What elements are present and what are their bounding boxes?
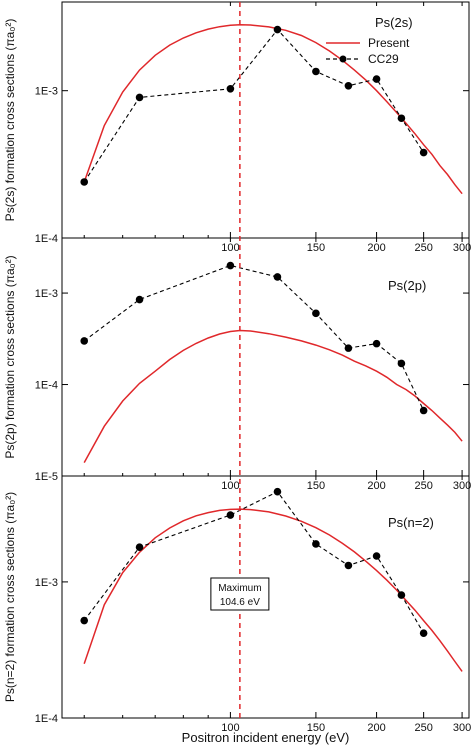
y-tick-label-ps2p: 1E-5 <box>35 471 58 483</box>
x-tick-label-ps2s: 200 <box>367 242 385 254</box>
series-present-ps2s <box>83 24 463 195</box>
cc29-point-ps2p <box>226 261 235 270</box>
x-tick-label-psn2: 300 <box>453 722 471 734</box>
series-present-psn2 <box>83 508 463 672</box>
x-tick-label-psn2: 250 <box>414 722 432 734</box>
cc29-point-ps2p <box>273 273 282 281</box>
panel-label-ps2p: Ps(2p) <box>388 278 426 293</box>
cc29-point-psn2 <box>397 591 406 599</box>
x-axis-label: Positron incident energy (eV) <box>182 730 350 745</box>
x-tick-label-psn2: 200 <box>367 722 385 734</box>
maximum-annotation-value: 104.6 eV <box>220 597 260 608</box>
legend: Present CC29 <box>326 36 410 66</box>
y-tick-label-ps2p: 1E-4 <box>35 380 58 392</box>
x-tick-label-ps2p: 150 <box>307 480 325 492</box>
axis-ticks: 1E-3 1E-4 100 150 200 250 300 1E-3 1E-4 1E-5 100 15… <box>35 2 471 734</box>
cc29-point-ps2s <box>80 178 89 186</box>
cc29-point-ps2s <box>135 93 144 102</box>
panel-frames <box>61 1 470 719</box>
cc29-point-psn2 <box>372 552 381 560</box>
panel-label-ps2s: Ps(2s) <box>375 15 413 30</box>
cc29-point-ps2s <box>344 81 353 90</box>
cc29-point-psn2 <box>226 511 235 519</box>
cc29-point-psn2 <box>273 487 282 496</box>
x-tick-label-ps2p: 200 <box>367 480 385 492</box>
cc29-point-ps2s <box>397 114 406 123</box>
x-tick-label-ps2s: 250 <box>414 242 432 254</box>
panel-label-psn2: Ps(n=2) <box>388 515 434 530</box>
cc29-point-ps2s <box>226 84 235 93</box>
y-axis-label-psn2: Ps(n=2) formation cross sections (πa₀²) <box>3 492 17 702</box>
cc29-point-ps2s <box>419 148 428 157</box>
cc29-point-ps2p <box>312 309 320 318</box>
panel-frame-ps2p <box>61 237 470 477</box>
cc29-point-psn2 <box>312 540 320 548</box>
maximum-annotation-title: Maximum <box>218 583 261 594</box>
panel-frame-psn2 <box>61 475 470 719</box>
x-tick-label-ps2p: 250 <box>414 480 432 492</box>
cc29-point-ps2s <box>273 25 282 34</box>
cc29-point-psn2 <box>80 616 89 625</box>
y-tick-label-ps2s: 1E-3 <box>35 86 58 98</box>
y-tick-label-psn2: 1E-3 <box>35 577 58 589</box>
x-tick-label-ps2s: 300 <box>453 242 471 254</box>
cc29-point-ps2p <box>397 359 406 368</box>
maximum-annotation: Maximum 104.6 eV <box>210 577 270 611</box>
y-tick-label-ps2s: 1E-4 <box>35 233 58 245</box>
cc29-point-ps2p <box>372 339 381 348</box>
cc29-point-psn2 <box>419 629 428 637</box>
legend-cc29-label: CC29 <box>368 52 399 66</box>
cc29-point-ps2p <box>135 295 144 304</box>
cc29-point-ps2s <box>372 75 381 83</box>
cc29-point-ps2p <box>80 337 89 345</box>
y-tick-label-ps2p: 1E-3 <box>35 288 58 300</box>
y-axis-label-ps2s: Ps(2s) formation cross sections (πa₀²) <box>3 19 17 222</box>
series-cc29-psn2 <box>83 491 425 634</box>
x-tick-label-psn2: 100 <box>221 722 239 734</box>
cc29-point-psn2 <box>344 561 353 570</box>
series-present-ps2p <box>83 329 463 463</box>
maximum-annotation-box <box>210 577 270 611</box>
legend-present-label: Present <box>368 36 410 50</box>
cc29-point-ps2p <box>344 344 353 352</box>
x-tick-label-ps2s: 150 <box>307 242 325 254</box>
cc29-point-ps2s <box>312 67 320 76</box>
y-axis-label-ps2p: Ps(2p) formation cross sections (πa₀²) <box>3 255 17 458</box>
x-tick-label-ps2p: 300 <box>453 480 471 492</box>
chart-data-layer <box>80 24 463 672</box>
x-tick-label-psn2: 150 <box>307 722 325 734</box>
cc29-point-psn2 <box>135 543 144 551</box>
y-tick-label-psn2: 1E-4 <box>35 713 58 725</box>
cc29-point-ps2p <box>419 406 428 415</box>
legend-cc29-marker <box>339 55 347 63</box>
x-tick-label-ps2s: 100 <box>221 242 239 254</box>
x-tick-label-ps2p: 100 <box>221 480 239 492</box>
